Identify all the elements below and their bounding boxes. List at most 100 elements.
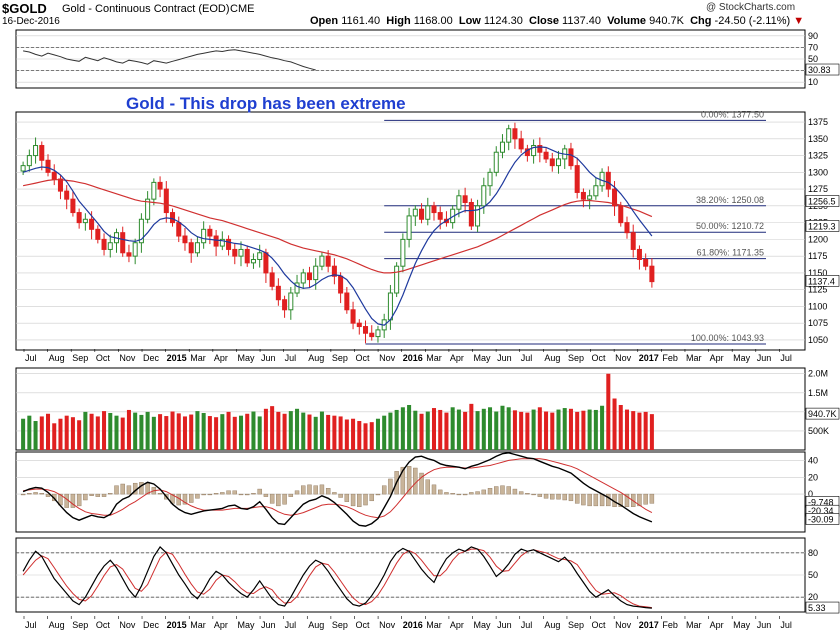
candle-body bbox=[176, 222, 182, 237]
macd-histogram-bar bbox=[20, 493, 26, 496]
volume-bar bbox=[550, 412, 555, 450]
volume-bar bbox=[481, 408, 486, 450]
volume-bar bbox=[357, 421, 362, 450]
candle-body bbox=[344, 292, 350, 311]
macd-histogram-bar bbox=[307, 484, 312, 495]
rsi-tick: 10 bbox=[808, 77, 818, 87]
stochastic-last-label-box bbox=[805, 601, 840, 614]
candle-body bbox=[213, 235, 219, 247]
candle-body bbox=[64, 190, 70, 200]
candle-body bbox=[282, 299, 288, 311]
macd-histogram-bar bbox=[294, 490, 300, 495]
volume-bar bbox=[463, 411, 468, 450]
macd-histogram-bar bbox=[444, 492, 449, 495]
volume-bar bbox=[394, 409, 399, 450]
stochastic-d-line bbox=[22, 548, 652, 609]
macd-histogram-bar bbox=[537, 493, 543, 497]
volume-bar bbox=[27, 415, 32, 450]
candle-body bbox=[649, 265, 655, 283]
close-label: Close bbox=[529, 15, 559, 27]
macd-histogram-bar bbox=[375, 493, 381, 496]
volume-bar bbox=[46, 413, 51, 450]
stochastic-xtick: 2017 bbox=[639, 620, 659, 630]
volume-bar bbox=[182, 416, 187, 450]
stochastic-xtick: Jul bbox=[25, 620, 37, 630]
macd-histogram-bar bbox=[301, 485, 306, 495]
macd-histogram-bar bbox=[624, 493, 630, 507]
price-xtick: Nov bbox=[119, 353, 136, 363]
candle-body bbox=[33, 145, 39, 157]
volume-bar bbox=[369, 422, 374, 450]
volume-bar bbox=[556, 409, 561, 450]
stochastic-xtick: Feb bbox=[662, 620, 678, 630]
macd-histogram-bar bbox=[419, 472, 424, 495]
macd-histogram-bar bbox=[531, 493, 536, 496]
candle-body bbox=[151, 181, 157, 200]
candle-body bbox=[643, 258, 649, 267]
macd-histogram-bar bbox=[120, 483, 125, 495]
macd-histogram-bar bbox=[188, 493, 194, 503]
price-xtick: Jul bbox=[521, 353, 533, 363]
candle-body bbox=[587, 195, 593, 200]
macd-histogram-bar bbox=[550, 493, 555, 500]
candle-body bbox=[531, 145, 537, 157]
candle-body bbox=[157, 181, 163, 190]
price-xtick: 2015 bbox=[167, 353, 187, 363]
volume-tick: 2.0M bbox=[808, 369, 828, 379]
macd-histogram-bar bbox=[649, 493, 655, 504]
macd-histogram-bar bbox=[282, 493, 287, 505]
candle-body bbox=[294, 282, 300, 294]
macd-histogram-bar bbox=[637, 493, 642, 507]
volume-bar bbox=[382, 415, 387, 450]
ohlc-readout: Open 1161.40 High 1168.00 Low 1124.30 Cl… bbox=[310, 15, 804, 27]
close-value: 1137.40 bbox=[562, 15, 601, 27]
volume-last-label: 940.7K bbox=[808, 409, 837, 419]
stochastic-xtick: Apr bbox=[710, 620, 724, 630]
volume-bar bbox=[301, 412, 306, 450]
price-tick: 1350 bbox=[808, 134, 828, 144]
candle-body bbox=[419, 208, 425, 220]
candle-body bbox=[636, 248, 642, 260]
candle-body bbox=[549, 158, 555, 167]
fib-label: 50.00%: 1210.72 bbox=[696, 221, 764, 231]
candle-body bbox=[95, 228, 101, 240]
volume-bar bbox=[214, 417, 219, 450]
macd-histogram-bar bbox=[438, 489, 443, 495]
macd-histogram-bar bbox=[213, 493, 219, 495]
macd-histogram-bar bbox=[556, 493, 561, 500]
macd-tick: 0 bbox=[808, 489, 813, 499]
volume-bar bbox=[332, 415, 337, 450]
candle-body bbox=[624, 222, 630, 234]
candle-body bbox=[462, 195, 468, 204]
volume-bar bbox=[500, 405, 505, 450]
macd-histogram-bar bbox=[319, 484, 325, 495]
price-xtick: Sep bbox=[332, 353, 348, 363]
candle-body bbox=[475, 205, 481, 227]
stochastic-xtick: 2016 bbox=[403, 620, 423, 630]
candle-body bbox=[400, 238, 406, 267]
stochastic-xtick: Jun bbox=[757, 620, 772, 630]
macd-histogram-bar bbox=[431, 484, 437, 495]
rsi-tick: 70 bbox=[808, 42, 818, 52]
volume-bar bbox=[257, 416, 262, 450]
ma-long-label: 1256.5 bbox=[808, 197, 836, 207]
volume-bar bbox=[195, 411, 200, 450]
volume-bar bbox=[407, 404, 412, 450]
stochastic-xtick: Dec bbox=[143, 620, 160, 630]
price-xtick: Oct bbox=[96, 353, 111, 363]
rsi-line bbox=[23, 49, 316, 71]
price-xtick: Sep bbox=[72, 353, 88, 363]
candle-body bbox=[481, 185, 487, 207]
price-xtick: Jun bbox=[497, 353, 512, 363]
volume-bar bbox=[587, 409, 592, 450]
macd-histogram-bar bbox=[89, 493, 94, 496]
volume-bar bbox=[226, 411, 231, 450]
macd-histogram-bar bbox=[481, 489, 487, 495]
macd-tick: 40 bbox=[808, 455, 818, 465]
volume-bar bbox=[52, 423, 57, 450]
price-tick: 1200 bbox=[808, 234, 828, 244]
price-xtick: Mar bbox=[686, 353, 702, 363]
price-xtick: Aug bbox=[544, 353, 560, 363]
price-xtick: Apr bbox=[710, 353, 724, 363]
volume-bar bbox=[519, 411, 524, 450]
